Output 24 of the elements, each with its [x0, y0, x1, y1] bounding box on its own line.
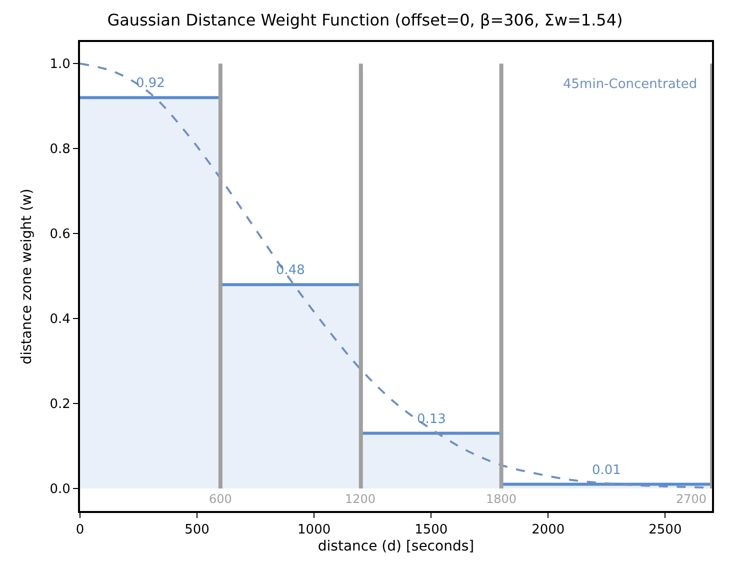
y-tick-label: 0.8 [50, 142, 70, 158]
ref-line-label: 1800 [486, 492, 517, 506]
y-tick-label: 0.0 [50, 482, 70, 498]
x-tick-label: 1000 [298, 522, 331, 538]
y-tick-label: 0.4 [50, 312, 70, 328]
y-axis-title: distance zone weight (w) [18, 188, 35, 364]
data-label: 0.48 [276, 263, 305, 278]
ref-line-label: 2700 [676, 492, 707, 506]
data-label: 0.92 [136, 76, 165, 91]
x-axis-title: distance (d) [seconds] [318, 538, 474, 554]
data-label: 0.13 [417, 412, 446, 427]
chart-title: Gaussian Distance Weight Function (offset=0, β=306, Σw=1.54) [107, 10, 623, 30]
x-tick-label: 0 [76, 522, 84, 538]
x-tick-label: 2000 [532, 522, 565, 538]
ref-line-label: 600 [209, 492, 232, 506]
x-tick-label: 500 [184, 522, 210, 538]
data-label: 0.01 [592, 463, 621, 478]
y-tick-label: 1.0 [50, 57, 70, 72]
x-tick-label: 2500 [648, 522, 682, 538]
y-tick-label: 0.2 [50, 397, 70, 412]
ref-line-label: 1200 [345, 492, 376, 506]
x-tick-label: 1500 [414, 522, 448, 538]
y-tick-label: 0.6 [50, 227, 70, 242]
annotation: 45min-Concentrated [563, 77, 698, 92]
